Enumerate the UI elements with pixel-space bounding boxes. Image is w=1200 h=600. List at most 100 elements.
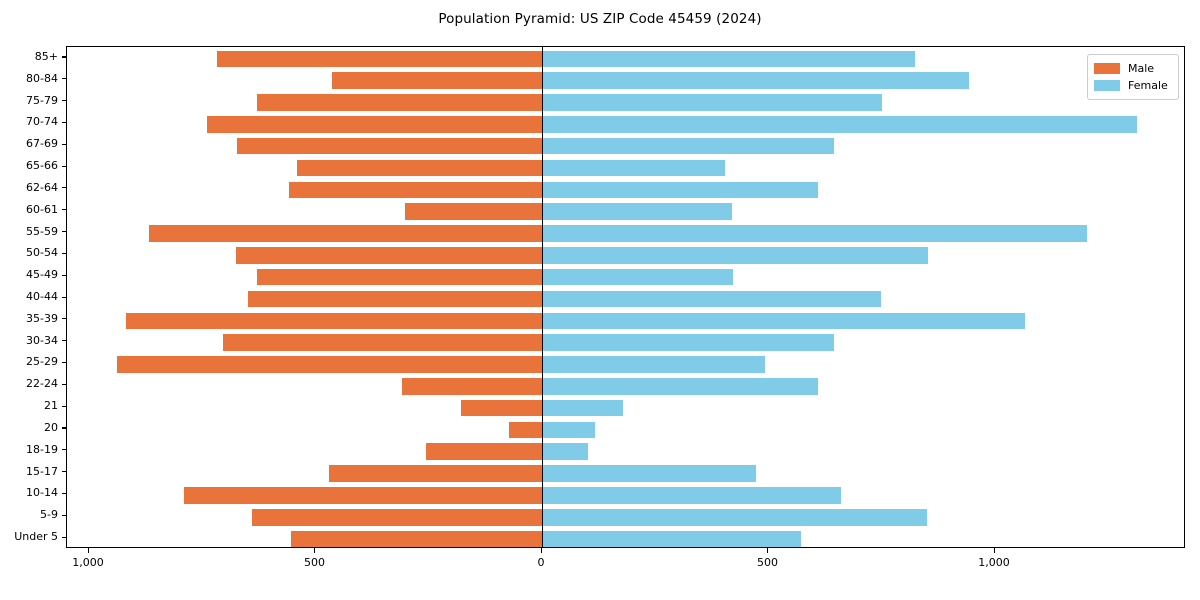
bar-row	[67, 418, 1184, 440]
y-axis-tick	[62, 209, 66, 211]
bar-male	[256, 94, 542, 111]
bar-female	[542, 94, 882, 111]
y-axis-tick	[62, 231, 66, 233]
bar-female	[542, 225, 1087, 242]
bar-row	[67, 243, 1184, 265]
y-axis-tick	[62, 449, 66, 451]
legend-entry: Female	[1094, 77, 1172, 94]
bar-male	[256, 268, 542, 286]
bar-row	[67, 396, 1184, 418]
bar-male	[289, 181, 542, 199]
bar-row	[67, 484, 1184, 506]
y-axis-tick-label: 5-9	[40, 508, 58, 522]
y-axis-tick-label: 15-17	[26, 464, 58, 478]
y-axis-tick	[62, 340, 66, 342]
bar-male	[461, 399, 542, 417]
y-axis-tick-label: 80-84	[26, 71, 58, 85]
bar-female	[542, 247, 928, 264]
chart-title: Population Pyramid: US ZIP Code 45459 (2…	[438, 11, 762, 27]
bar-male	[329, 465, 542, 482]
bar-row	[67, 374, 1184, 396]
x-axis-tick	[993, 548, 995, 553]
bar-male	[248, 290, 542, 308]
bar-female	[542, 465, 757, 482]
legend-entry: Male	[1094, 60, 1172, 77]
bar-row	[67, 331, 1184, 353]
bar-male	[426, 443, 542, 461]
chart-legend: Male Female	[1087, 54, 1179, 100]
plot-area	[66, 46, 1185, 548]
bar-female	[542, 530, 802, 547]
bar-female	[542, 421, 595, 439]
bar-row	[67, 69, 1184, 91]
x-axis-tick	[767, 548, 769, 553]
y-axis-tick-label: 35-39	[26, 311, 58, 325]
y-axis-tick	[62, 187, 66, 189]
x-axis-tick	[540, 548, 542, 553]
y-axis-tick-label: 40-44	[26, 290, 58, 303]
bar-male	[206, 116, 542, 133]
y-axis-tick-label: 21	[44, 399, 58, 413]
x-axis-tick-label: 1,000	[978, 556, 1010, 569]
bar-row	[67, 527, 1184, 547]
bar-male	[405, 203, 542, 220]
bar-male	[148, 225, 542, 242]
bar-male	[216, 50, 542, 68]
y-axis-tick-label: 20	[44, 420, 58, 434]
y-axis-tick-label: 62-64	[26, 180, 58, 194]
bar-row	[67, 200, 1184, 222]
x-axis-tick-label: 0	[537, 556, 545, 569]
y-axis-tick	[62, 121, 66, 123]
bar-male	[235, 247, 542, 264]
y-axis-tick	[62, 361, 66, 364]
y-axis-tick-label: 25-29	[26, 355, 58, 369]
bar-female	[542, 399, 623, 417]
y-axis-tick-label: Under 5	[14, 530, 58, 544]
legend-label: Female	[1128, 79, 1168, 92]
bar-male	[401, 377, 542, 395]
zero-axis-line	[542, 47, 544, 547]
bar-male	[117, 356, 542, 373]
bar-male	[184, 487, 542, 504]
bar-female	[542, 443, 589, 461]
y-axis-tick	[62, 427, 66, 429]
x-axis-tick	[314, 548, 316, 553]
legend-color-swatch	[1094, 63, 1120, 74]
bar-male	[237, 137, 542, 155]
y-axis-tick	[62, 405, 66, 407]
bar-male	[332, 72, 542, 89]
bar-female	[542, 290, 881, 308]
y-axis-tick-label: 75-79	[26, 93, 58, 107]
x-axis-tick-label: 500	[757, 556, 778, 569]
bar-female	[542, 312, 1025, 330]
y-axis-tick-label: 67-69	[26, 137, 58, 151]
bar-female	[542, 334, 835, 351]
bar-row	[67, 156, 1184, 178]
bar-row	[67, 505, 1184, 527]
x-axis-tick-label: 500	[304, 556, 325, 569]
y-axis-tick	[62, 56, 66, 58]
y-axis-tick	[62, 165, 66, 167]
y-axis-tick	[62, 536, 66, 538]
bar-female	[542, 50, 915, 68]
y-axis-tick-label: 55-59	[26, 224, 58, 238]
y-axis-tick	[62, 143, 66, 145]
bar-row	[67, 309, 1184, 331]
y-axis-tick-label: 45-49	[26, 268, 58, 282]
y-axis-tick	[62, 471, 66, 473]
legend-color-swatch	[1094, 80, 1120, 91]
y-axis-tick-label: 50-54	[26, 246, 58, 260]
y-axis-tick	[62, 296, 66, 298]
y-axis-tick-label: 10-14	[26, 486, 58, 500]
y-axis-tick	[62, 383, 66, 385]
bar-female	[542, 159, 725, 177]
bar-row	[67, 440, 1184, 462]
y-axis-tick	[62, 274, 66, 276]
bar-female	[542, 181, 819, 199]
y-axis-tick	[62, 492, 66, 495]
y-axis-tick-label: 85+	[34, 49, 58, 63]
bar-male	[126, 312, 542, 330]
y-axis-tick	[62, 252, 66, 254]
bar-row	[67, 178, 1184, 200]
